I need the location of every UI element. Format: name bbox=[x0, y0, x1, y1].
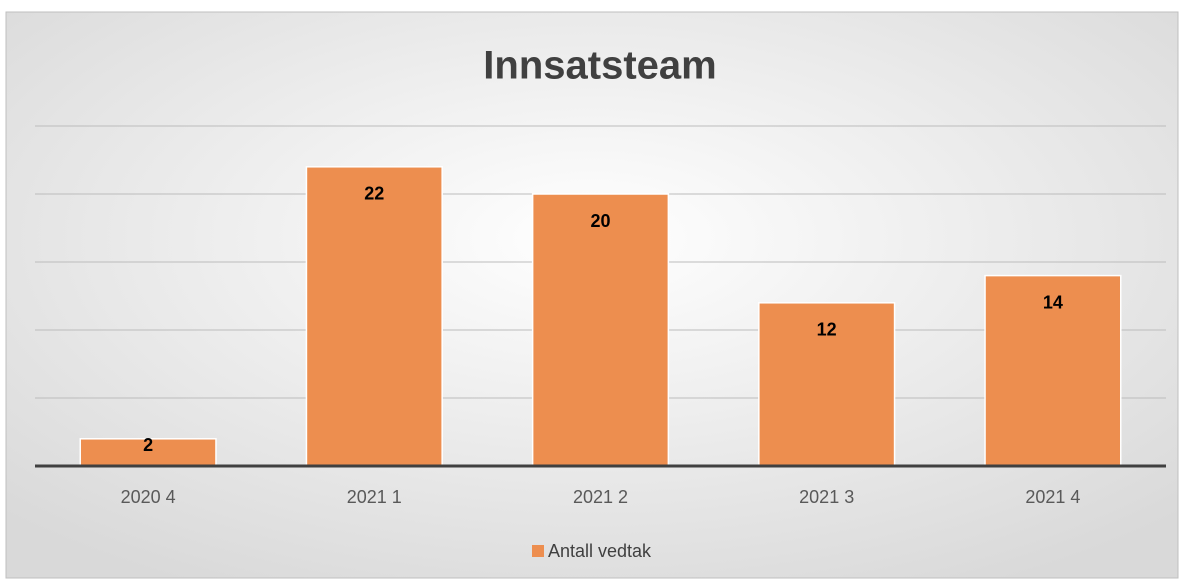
bar bbox=[531, 193, 670, 467]
data-label: 20 bbox=[590, 211, 610, 231]
bar bbox=[758, 302, 896, 467]
legend-swatch bbox=[532, 545, 544, 557]
x-tick-label: 2021 4 bbox=[1025, 487, 1080, 507]
bar bbox=[984, 274, 1122, 467]
chart-title: Innsatsteam bbox=[483, 44, 716, 88]
data-label: 2 bbox=[143, 435, 153, 455]
bar bbox=[79, 438, 217, 467]
data-label: 14 bbox=[1043, 292, 1063, 312]
bar bbox=[305, 166, 443, 467]
x-tick-label: 2020 4 bbox=[121, 487, 176, 507]
legend-label: Antall vedtak bbox=[548, 541, 652, 561]
x-tick-label: 2021 1 bbox=[347, 487, 402, 507]
x-tick-label: 2021 3 bbox=[799, 487, 854, 507]
x-tick-label: 2021 2 bbox=[573, 487, 628, 507]
data-label: 22 bbox=[364, 184, 384, 204]
data-label: 12 bbox=[817, 320, 837, 340]
